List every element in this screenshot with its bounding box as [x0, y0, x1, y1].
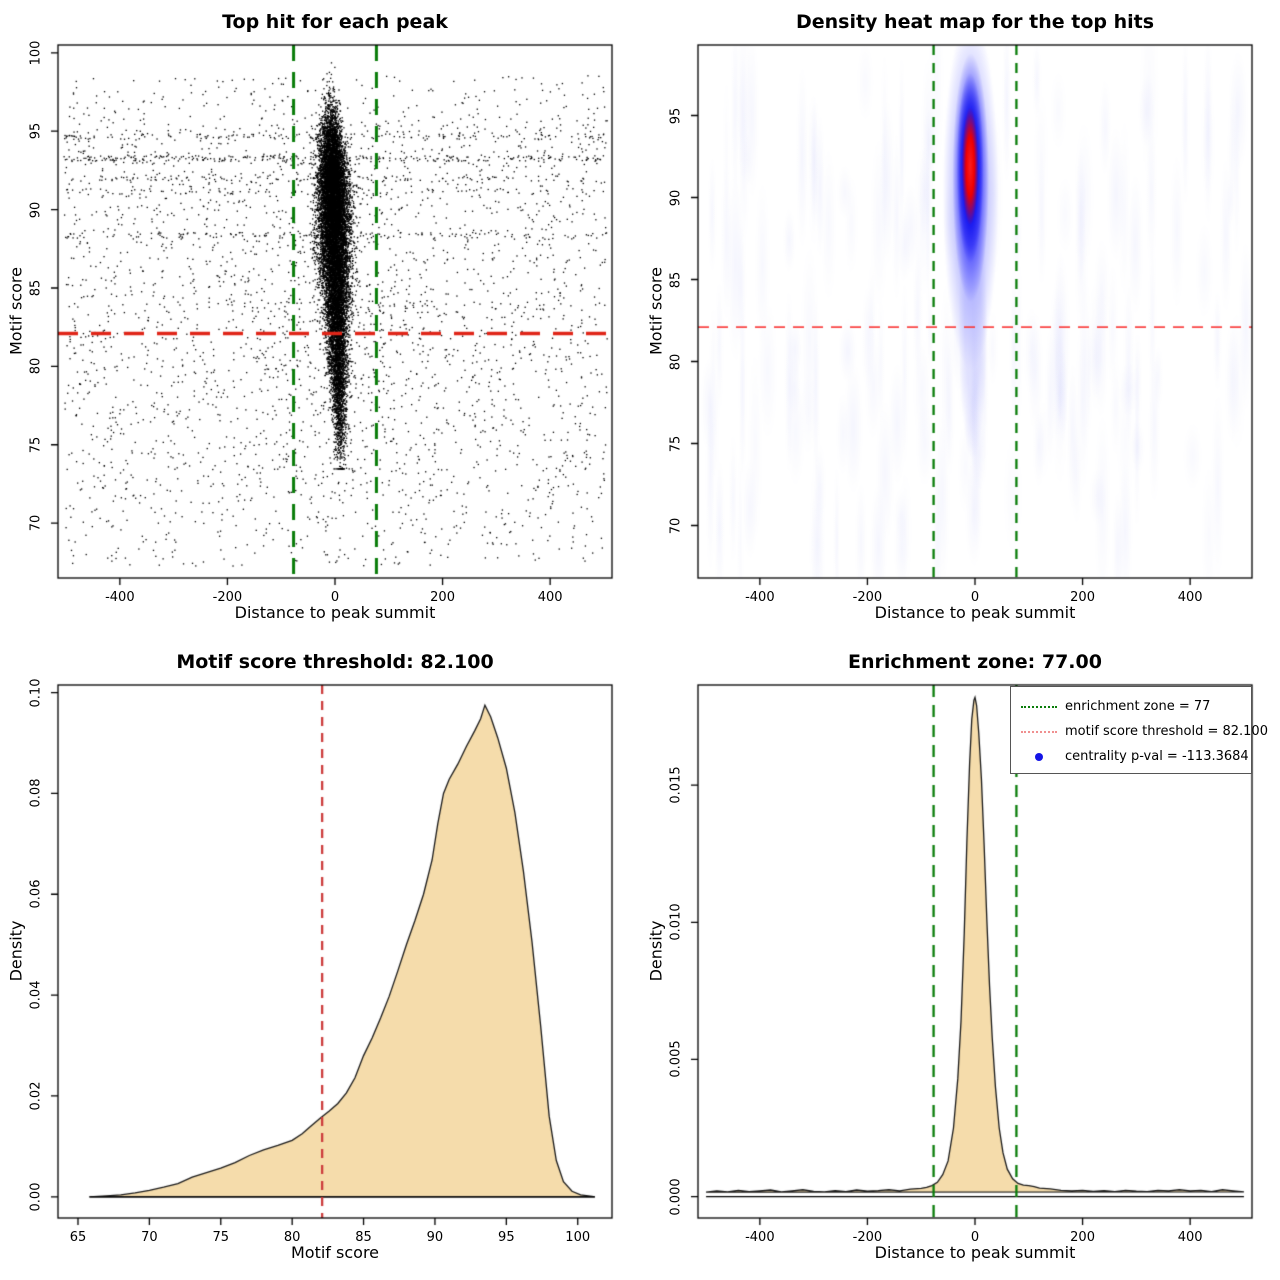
x-axis-label: Distance to peak summit — [874, 603, 1076, 622]
x-tick-label: -200 — [852, 590, 883, 605]
x-tick-label: 400 — [537, 590, 563, 605]
panel-top-hits-scatter: Top hit for each peak Distance to peak s… — [0, 0, 640, 640]
y-tick-label: 0.02 — [28, 1081, 44, 1111]
legend-item-label: enrichment zone = 77 — [1065, 699, 1211, 714]
y-tick-label: 90 — [28, 201, 44, 218]
x-tick-label: 65 — [69, 1230, 87, 1245]
y-tick-label: 0.010 — [668, 903, 684, 941]
panel-distance-density: Enrichment zone: 77.00 Distance to peak … — [640, 640, 1280, 1280]
y-tick-label: 90 — [668, 189, 684, 206]
y-axis-label: Motif score — [6, 266, 26, 356]
x-axis-label: Distance to peak summit — [874, 1243, 1076, 1262]
x-axis-label: Motif score — [290, 1243, 380, 1262]
legend-item-label: motif score threshold = 82.100 — [1065, 724, 1268, 739]
y-tick-label: 75 — [668, 435, 684, 452]
dotted-line-swatch-icon — [1019, 730, 1059, 733]
y-axis-label: Density — [6, 920, 26, 982]
y-tick-label: 70 — [28, 514, 44, 532]
x-tick-label: 200 — [1070, 590, 1095, 605]
x-tick-label: -400 — [105, 590, 135, 605]
x-tick-label: 0 — [970, 1230, 980, 1245]
x-tick-label: 75 — [212, 1230, 230, 1245]
legend-item: enrichment zone = 77 — [1019, 694, 1245, 719]
y-tick-label: 100 — [28, 40, 44, 66]
x-tick-label: 95 — [498, 1230, 515, 1245]
y-tick-label: 0.00 — [28, 1182, 44, 1212]
y-tick-label: 85 — [28, 279, 44, 297]
panel-title: Motif score threshold: 82.100 — [176, 651, 494, 673]
x-tick-label: 100 — [565, 1230, 591, 1245]
x-tick-label: 400 — [1177, 590, 1203, 605]
y-tick-label: 85 — [668, 271, 684, 288]
legend-item: centrality p-val = -113.3684 — [1019, 744, 1249, 769]
x-tick-label: 90 — [426, 1230, 444, 1245]
dotted-line-swatch-icon — [1019, 705, 1059, 708]
y-tick-label: 0.06 — [28, 879, 44, 909]
x-tick-label: 0 — [970, 590, 980, 605]
x-tick-label: 70 — [141, 1230, 158, 1245]
heatmap-canvas — [640, 0, 1280, 640]
panel-title: Top hit for each peak — [222, 11, 448, 33]
y-tick-label: 0.08 — [28, 778, 44, 808]
x-tick-label: -400 — [745, 590, 775, 605]
panel-title: Enrichment zone: 77.00 — [848, 651, 1102, 673]
x-tick-label: 0 — [330, 590, 340, 605]
y-axis-label: Motif score — [646, 266, 666, 356]
legend-item-label: centrality p-val = -113.3684 — [1065, 749, 1249, 764]
y-tick-label: 95 — [668, 107, 684, 124]
x-tick-label: -400 — [745, 1230, 775, 1245]
x-tick-label: 80 — [283, 1230, 301, 1245]
y-tick-label: 80 — [668, 353, 684, 370]
motif-score-density-canvas — [0, 640, 640, 1280]
y-tick-label: 80 — [28, 358, 44, 375]
y-tick-label: 75 — [28, 436, 44, 454]
x-tick-label: 200 — [430, 590, 455, 605]
panel-title: Density heat map for the top hits — [795, 11, 1155, 33]
y-tick-label: 0.005 — [668, 1040, 684, 1079]
x-tick-label: 85 — [355, 1230, 372, 1245]
panel-motif-score-density: Motif score threshold: 82.100 Motif scor… — [0, 640, 640, 1280]
legend-item: motif score threshold = 82.100 — [1019, 719, 1268, 744]
x-tick-label: -200 — [212, 590, 243, 605]
legend: enrichment zone = 77 motif score thresho… — [1010, 686, 1268, 774]
point-swatch-icon — [1019, 752, 1059, 761]
y-axis-label: Density — [646, 920, 666, 982]
y-tick-label: 0.04 — [28, 980, 44, 1010]
y-tick-label: 0.015 — [668, 766, 684, 804]
x-tick-label: -200 — [852, 1230, 883, 1245]
y-tick-label: 70 — [668, 517, 684, 534]
scatter-plot-canvas — [0, 0, 640, 640]
x-tick-label: 400 — [1177, 1230, 1203, 1245]
y-tick-label: 0.10 — [28, 678, 44, 708]
panel-density-heatmap: Density heat map for the top hits Distan… — [640, 0, 1280, 640]
x-axis-label: Distance to peak summit — [234, 603, 436, 622]
y-tick-label: 0.000 — [668, 1177, 684, 1216]
y-tick-label: 95 — [28, 122, 44, 140]
x-tick-label: 200 — [1070, 1230, 1095, 1245]
